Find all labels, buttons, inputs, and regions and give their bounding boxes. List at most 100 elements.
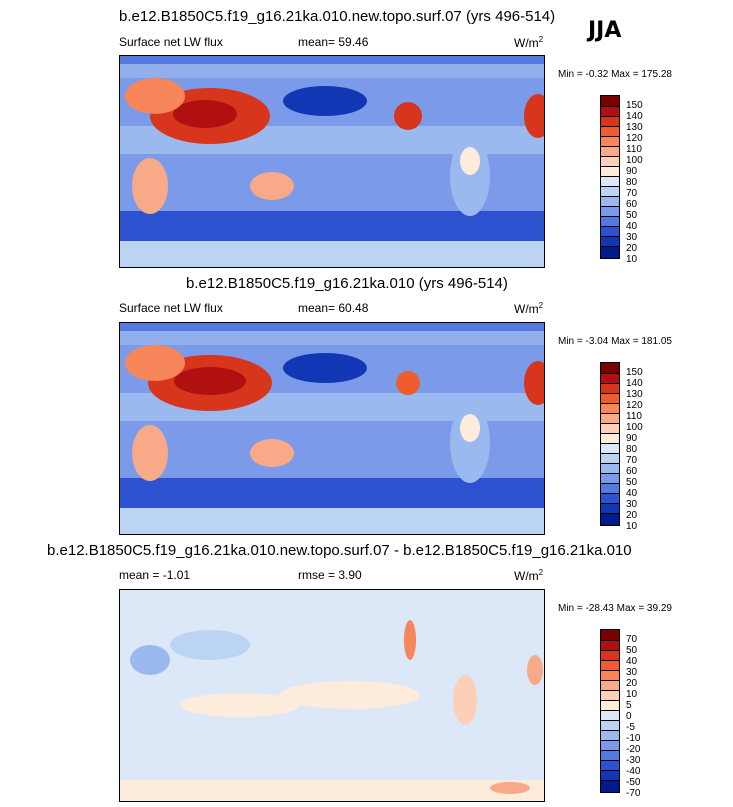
colorbar-swatch — [601, 434, 619, 444]
colorbar-swatch — [601, 494, 619, 504]
panel-2-variable-label: Surface net LW flux — [119, 301, 223, 315]
panel-1-colorbar-tick: 30 — [626, 232, 638, 243]
colorbar-swatch — [601, 207, 619, 217]
colorbar-swatch — [601, 630, 619, 641]
panel-2-colorbar-tick: 10 — [626, 521, 638, 532]
panel-3-colorbar-tick: -30 — [626, 755, 641, 766]
panel-2-map — [119, 322, 545, 535]
colorbar-swatch — [601, 681, 619, 691]
panel-3-map — [119, 589, 545, 802]
panel-1-colorbar-tick: 40 — [626, 221, 638, 232]
panel-2-field — [120, 323, 544, 534]
panel-3-colorbar-tick: 10 — [626, 689, 638, 700]
panel-3-colorbar-tick: 70 — [626, 634, 638, 645]
colorbar-swatch — [601, 107, 619, 117]
colorbar-swatch — [601, 464, 619, 474]
panel-2-colorbar-tick: 130 — [626, 389, 643, 400]
colorbar-swatch — [601, 711, 619, 721]
colorbar-swatch — [601, 701, 619, 711]
panel-1-colorbar-tick: 10 — [626, 254, 638, 265]
panel-2-mean-label: mean= 60.48 — [298, 301, 369, 315]
colorbar-swatch — [601, 484, 619, 494]
panel-1-field — [120, 56, 544, 267]
panel-1-colorbar-tick: 130 — [626, 122, 643, 133]
panel-2-minmax: Min = -3.04 Max = 181.05 — [558, 336, 672, 347]
panel-3-colorbar-tick: -20 — [626, 744, 641, 755]
panel-1-colorbar — [600, 95, 620, 259]
colorbar-swatch — [601, 741, 619, 751]
panel-3-rmse-label: rmse = 3.90 — [298, 568, 362, 582]
colorbar-swatch — [601, 394, 619, 404]
panel-2-colorbar-tick: 70 — [626, 455, 638, 466]
panel-2-colorbar-tick: 60 — [626, 466, 638, 477]
colorbar-swatch — [601, 227, 619, 237]
panel-3-minmax: Min = -28.43 Max = 39.29 — [558, 603, 672, 614]
colorbar-swatch — [601, 671, 619, 681]
panel-1-colorbar-tick: 80 — [626, 177, 638, 188]
panel-1-colorbar-tick: 110 — [626, 144, 642, 155]
colorbar-swatch — [601, 454, 619, 464]
panel-2-colorbar-tick: 120 — [626, 400, 643, 411]
colorbar-swatch — [601, 157, 619, 167]
colorbar-swatch — [601, 661, 619, 671]
panel-3-title: b.e12.B1850C5.f19_g16.21ka.010.new.topo.… — [47, 542, 632, 559]
panel-3-colorbar-tick: 20 — [626, 678, 638, 689]
colorbar-swatch — [601, 424, 619, 434]
panel-3-mean-label: mean = -1.01 — [119, 568, 191, 582]
colorbar-swatch — [601, 363, 619, 374]
panel-3-colorbar-tick: -5 — [626, 722, 635, 733]
colorbar-swatch — [601, 721, 619, 731]
panel-2-colorbar-tick: 80 — [626, 444, 638, 455]
colorbar-swatch — [601, 137, 619, 147]
panel-1-colorbar-tick: 90 — [626, 166, 638, 177]
panel-1-colorbar-tick: 70 — [626, 188, 638, 199]
panel-3-colorbar-tick: -50 — [626, 777, 641, 788]
colorbar-swatch — [601, 691, 619, 701]
colorbar-swatch — [601, 177, 619, 187]
season-label: JJA — [588, 18, 622, 43]
panel-1-colorbar-tick: 60 — [626, 199, 638, 210]
colorbar-swatch — [601, 731, 619, 741]
panel-1-colorbar-tick: 150 — [626, 100, 643, 111]
panel-2-colorbar-tick: 20 — [626, 510, 638, 521]
colorbar-swatch — [601, 117, 619, 127]
panel-2-title: b.e12.B1850C5.f19_g16.21ka.010 (yrs 496-… — [186, 275, 508, 292]
colorbar-swatch — [601, 237, 619, 247]
panel-2-colorbar — [600, 362, 620, 526]
colorbar-swatch — [601, 504, 619, 514]
colorbar-swatch — [601, 167, 619, 177]
panel-3-colorbar-tick: -40 — [626, 766, 641, 777]
panel-2-colorbar-tick: 30 — [626, 499, 638, 510]
panel-2-colorbar-tick: 100 — [626, 422, 643, 433]
panel-1-colorbar-tick: 100 — [626, 155, 643, 166]
colorbar-swatch — [601, 514, 619, 525]
panel-2-colorbar-tick: 50 — [626, 477, 638, 488]
panel-2-colorbar-tick: 140 — [626, 378, 643, 389]
colorbar-swatch — [601, 384, 619, 394]
panel-1-colorbar-tick: 140 — [626, 111, 643, 122]
colorbar-swatch — [601, 474, 619, 484]
colorbar-swatch — [601, 751, 619, 761]
panel-2-colorbar-tick: 40 — [626, 488, 638, 499]
colorbar-swatch — [601, 414, 619, 424]
colorbar-swatch — [601, 247, 619, 258]
colorbar-swatch — [601, 127, 619, 137]
panel-2-colorbar-tick: 90 — [626, 433, 638, 444]
panel-3-colorbar-tick: 40 — [626, 656, 638, 667]
colorbar-swatch — [601, 771, 619, 781]
colorbar-swatch — [601, 217, 619, 227]
panel-3-colorbar-tick: -10 — [626, 733, 641, 744]
panel-1-units: W/m2 — [514, 35, 544, 50]
panel-3-field — [120, 590, 544, 801]
colorbar-swatch — [601, 187, 619, 197]
panel-1-map — [119, 55, 545, 268]
panel-2-colorbar-tick: 110 — [626, 411, 642, 422]
panel-3-colorbar — [600, 629, 620, 793]
panel-1-colorbar-tick: 120 — [626, 133, 643, 144]
colorbar-swatch — [601, 374, 619, 384]
colorbar-swatch — [601, 147, 619, 157]
panel-1-mean-label: mean= 59.46 — [298, 35, 369, 49]
colorbar-swatch — [601, 761, 619, 771]
panel-3-colorbar-tick: 30 — [626, 667, 638, 678]
colorbar-swatch — [601, 197, 619, 207]
